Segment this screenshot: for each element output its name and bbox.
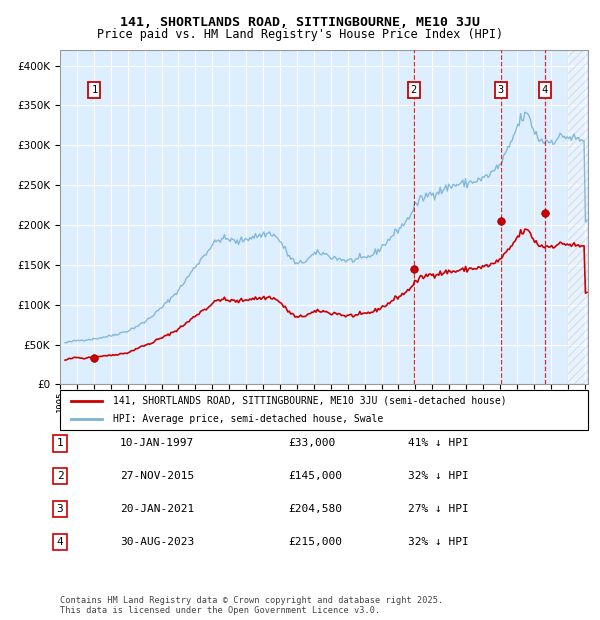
- Text: £145,000: £145,000: [288, 471, 342, 481]
- Text: 2: 2: [56, 471, 64, 481]
- Text: £215,000: £215,000: [288, 537, 342, 547]
- Text: 4: 4: [56, 537, 64, 547]
- Text: 41% ↓ HPI: 41% ↓ HPI: [408, 438, 469, 448]
- Text: £204,580: £204,580: [288, 504, 342, 514]
- Text: 20-JAN-2021: 20-JAN-2021: [120, 504, 194, 514]
- Text: 1: 1: [56, 438, 64, 448]
- Text: 27% ↓ HPI: 27% ↓ HPI: [408, 504, 469, 514]
- Text: 141, SHORTLANDS ROAD, SITTINGBOURNE, ME10 3JU (semi-detached house): 141, SHORTLANDS ROAD, SITTINGBOURNE, ME1…: [113, 396, 506, 405]
- Text: 27-NOV-2015: 27-NOV-2015: [120, 471, 194, 481]
- Text: 32% ↓ HPI: 32% ↓ HPI: [408, 471, 469, 481]
- Text: 3: 3: [498, 85, 504, 95]
- FancyBboxPatch shape: [60, 389, 588, 430]
- Text: Price paid vs. HM Land Registry's House Price Index (HPI): Price paid vs. HM Land Registry's House …: [97, 28, 503, 41]
- Text: 4: 4: [542, 85, 548, 95]
- Text: 10-JAN-1997: 10-JAN-1997: [120, 438, 194, 448]
- Bar: [568, 50, 588, 384]
- Text: 32% ↓ HPI: 32% ↓ HPI: [408, 537, 469, 547]
- Text: 30-AUG-2023: 30-AUG-2023: [120, 537, 194, 547]
- Text: 141, SHORTLANDS ROAD, SITTINGBOURNE, ME10 3JU: 141, SHORTLANDS ROAD, SITTINGBOURNE, ME1…: [120, 16, 480, 29]
- Text: 1: 1: [91, 85, 97, 95]
- Text: 2: 2: [411, 85, 417, 95]
- Text: HPI: Average price, semi-detached house, Swale: HPI: Average price, semi-detached house,…: [113, 414, 383, 424]
- Text: Contains HM Land Registry data © Crown copyright and database right 2025.
This d: Contains HM Land Registry data © Crown c…: [60, 596, 443, 615]
- Text: £33,000: £33,000: [288, 438, 335, 448]
- Text: 3: 3: [56, 504, 64, 514]
